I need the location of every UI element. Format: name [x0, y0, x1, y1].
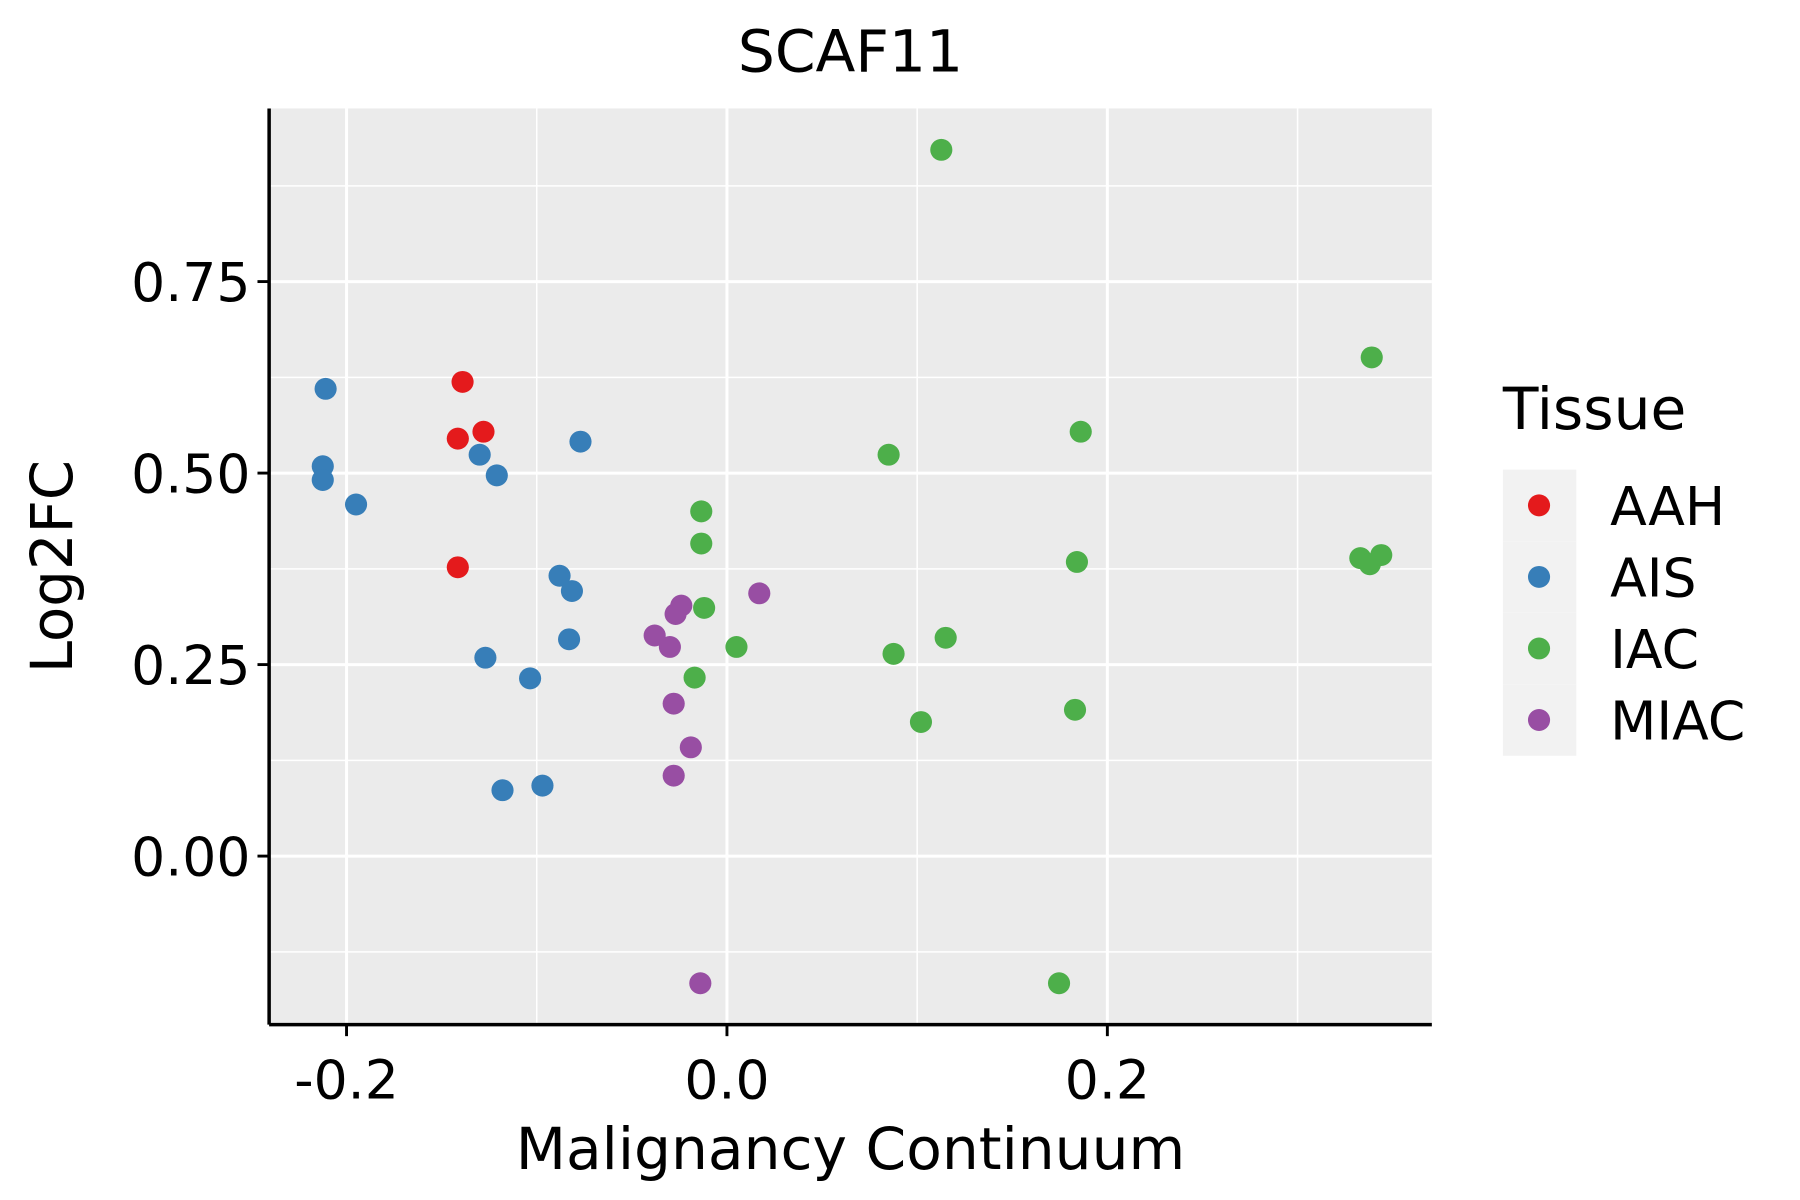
legend-label: AAH — [1610, 475, 1725, 538]
point-ais — [548, 564, 571, 587]
x-tick-label: 0.0 — [684, 1049, 769, 1112]
plot-panel — [269, 108, 1432, 1025]
point-ais — [314, 377, 337, 400]
point-ais — [311, 469, 334, 491]
point-ais — [531, 774, 554, 797]
y-tick-label: 0.00 — [131, 826, 250, 889]
point-ais — [468, 443, 491, 466]
point-iac — [1069, 420, 1092, 443]
point-iac — [930, 138, 953, 161]
point-iac — [725, 636, 748, 658]
point-iac — [1063, 698, 1087, 721]
point-ais — [485, 464, 508, 487]
point-iac — [1065, 550, 1088, 573]
point-iac — [690, 500, 713, 523]
point-miac — [748, 582, 771, 605]
point-iac — [1047, 972, 1071, 995]
point-aah — [446, 556, 469, 579]
legend-title: Tissue — [1502, 375, 1686, 443]
point-aah — [446, 427, 469, 450]
x-tick-label: -0.2 — [294, 1049, 399, 1112]
legend-label: AIS — [1610, 547, 1696, 610]
x-tick-label: 0.2 — [1065, 1049, 1150, 1112]
point-iac — [934, 626, 957, 649]
point-ais — [560, 580, 583, 603]
point-miac — [662, 692, 685, 715]
point-ais — [558, 628, 581, 651]
point-iac — [877, 443, 900, 466]
point-miac — [664, 603, 687, 625]
point-ais — [569, 430, 592, 453]
point-iac — [1370, 544, 1393, 567]
point-ais — [474, 646, 497, 669]
point-ais — [491, 779, 514, 802]
chart-title: SCAF11 — [738, 18, 963, 86]
point-iac — [1360, 346, 1383, 369]
point-iac — [683, 666, 706, 689]
y-axis-label: Log2FC — [18, 460, 86, 673]
point-ais — [344, 493, 368, 516]
data-points — [311, 138, 1393, 995]
y-tick-label: 0.75 — [131, 251, 250, 314]
point-miac — [689, 972, 712, 995]
legend-key-iac — [1527, 637, 1551, 660]
point-aah — [451, 370, 474, 393]
legend-label: MIAC — [1610, 690, 1745, 753]
legend: Tissue AAH AIS IAC MIAC — [1502, 375, 1745, 756]
legend-key-ais — [1527, 565, 1551, 588]
point-miac — [679, 736, 702, 759]
point-miac — [658, 636, 681, 658]
legend-label: IAC — [1610, 618, 1699, 681]
y-tick-label: 0.50 — [131, 443, 250, 506]
legend-key-miac — [1527, 709, 1551, 731]
point-iac — [693, 596, 716, 619]
point-aah — [472, 420, 495, 443]
x-axis-label: Malignancy Continuum — [516, 1115, 1186, 1183]
y-tick-label: 0.25 — [131, 634, 250, 697]
point-iac — [882, 642, 905, 665]
point-miac — [662, 764, 685, 787]
point-iac — [690, 532, 713, 555]
point-miac — [643, 624, 666, 647]
legend-key-aah — [1527, 494, 1551, 517]
axis-ticks: -0.2 0.0 0.2 0.00 0.25 0.50 0.75 — [131, 251, 1150, 1111]
point-ais — [519, 667, 542, 690]
point-iac — [909, 711, 933, 734]
